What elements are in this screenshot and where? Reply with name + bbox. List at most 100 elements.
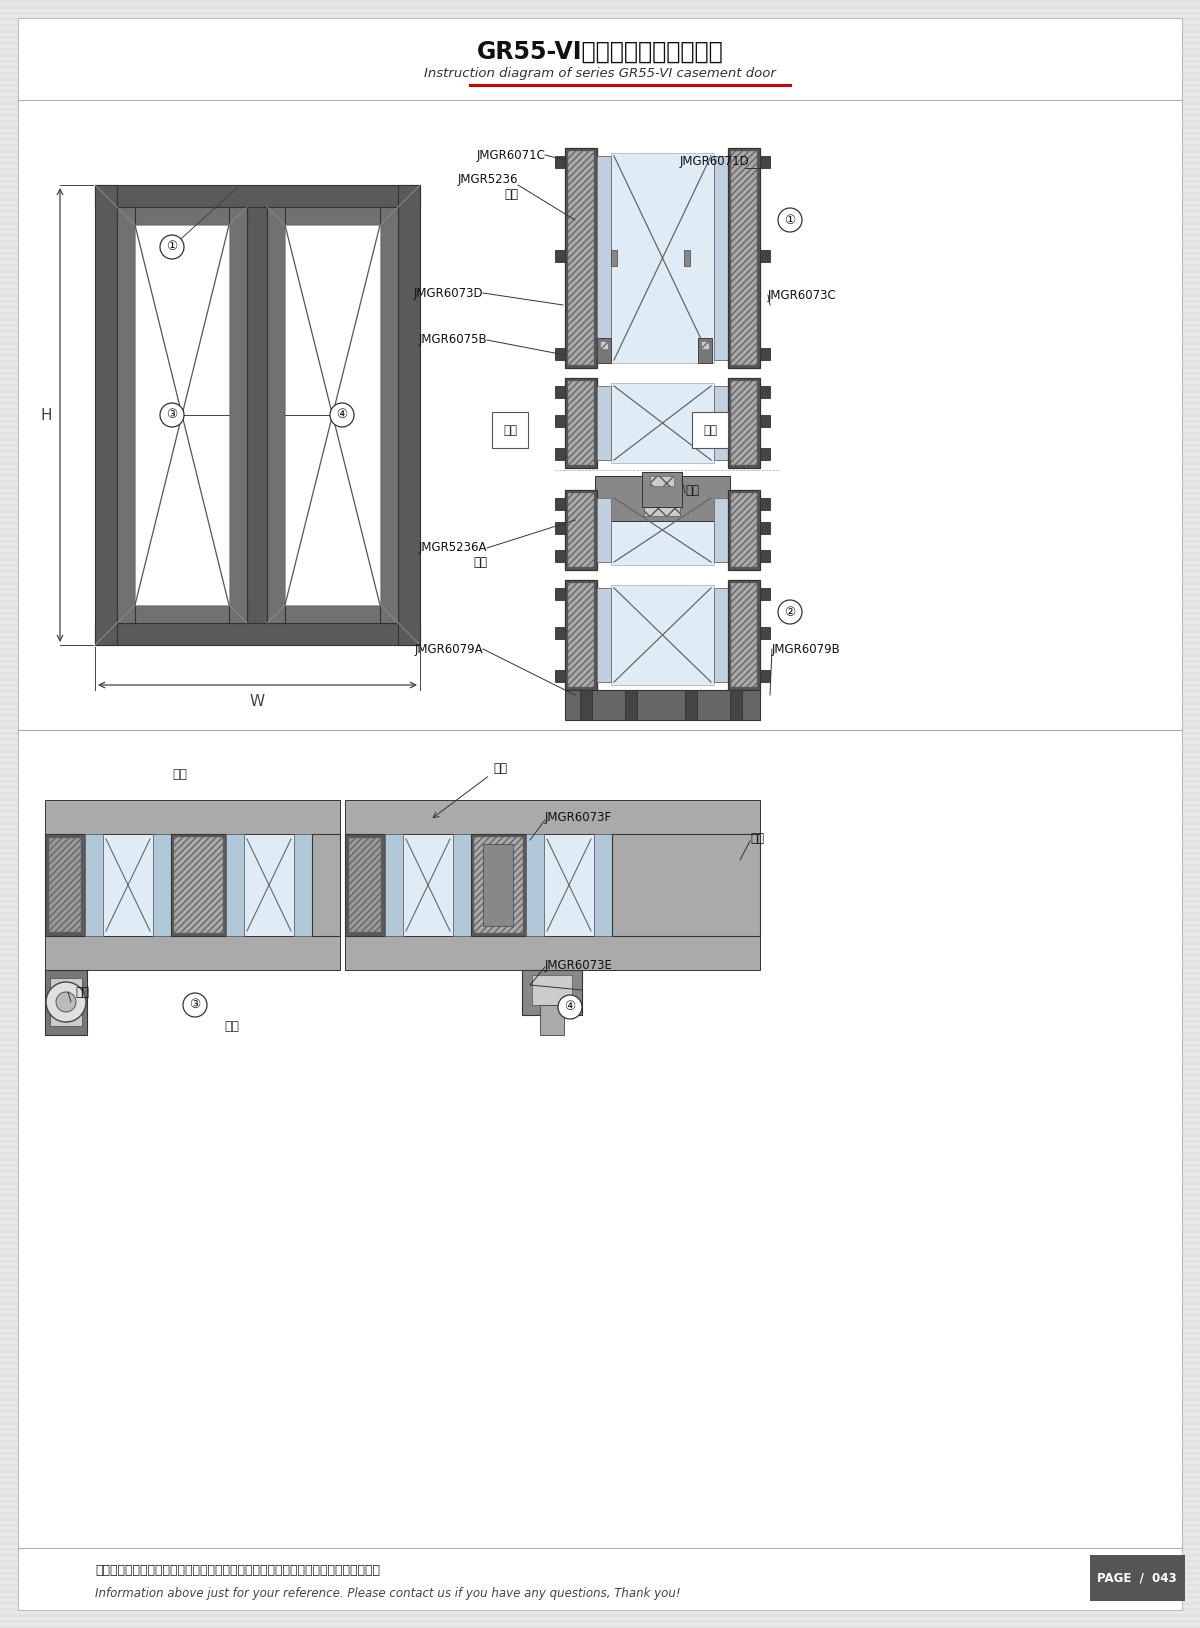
Bar	[266, 207, 286, 624]
Bar	[0, 1591, 1200, 1594]
Bar	[0, 1182, 1200, 1185]
Bar	[0, 295, 1200, 296]
Bar	[0, 1410, 1200, 1413]
Bar	[0, 330, 1200, 334]
Bar	[0, 1044, 1200, 1047]
Circle shape	[330, 404, 354, 427]
Text: JMGR5236A: JMGR5236A	[419, 542, 487, 555]
Bar	[0, 737, 1200, 741]
Bar	[0, 1613, 1200, 1617]
Bar	[0, 163, 1200, 164]
Bar	[0, 1164, 1200, 1167]
Bar	[0, 1470, 1200, 1473]
Text: 室外: 室外	[703, 423, 718, 436]
Bar	[714, 386, 728, 461]
Bar	[0, 199, 1200, 200]
Bar	[554, 671, 565, 682]
Bar	[0, 204, 1200, 207]
Bar	[0, 85, 1200, 86]
Bar	[474, 837, 523, 933]
Bar	[0, 449, 1200, 453]
Bar	[0, 317, 1200, 321]
Bar	[0, 1097, 1200, 1101]
Bar	[95, 186, 420, 207]
Bar	[730, 690, 742, 720]
Bar	[0, 791, 1200, 794]
Bar	[0, 563, 1200, 567]
Bar	[95, 624, 420, 645]
Bar	[0, 630, 1200, 633]
Bar	[580, 690, 592, 720]
Bar	[0, 762, 1200, 765]
Bar	[0, 1374, 1200, 1377]
Bar	[0, 103, 1200, 104]
Bar	[0, 78, 1200, 81]
Bar	[154, 834, 172, 936]
Bar	[0, 887, 1200, 891]
Bar	[0, 829, 1200, 830]
Bar	[0, 270, 1200, 274]
Bar	[470, 834, 526, 936]
Bar	[522, 970, 582, 1014]
Bar	[0, 1320, 1200, 1324]
Bar	[0, 60, 1200, 63]
Bar	[565, 580, 598, 690]
Bar	[568, 151, 594, 365]
Bar	[544, 834, 594, 936]
Text: JMGR6071C: JMGR6071C	[476, 148, 545, 161]
Text: ③: ③	[167, 409, 178, 422]
Text: JMGR6073F: JMGR6073F	[545, 811, 612, 824]
Bar	[526, 834, 544, 936]
Bar	[568, 493, 594, 567]
Text: Information above just for your reference. Please contact us if you have any que: Information above just for your referenc…	[95, 1587, 680, 1599]
Bar	[0, 1595, 1200, 1599]
Bar	[0, 552, 1200, 555]
Bar	[0, 894, 1200, 897]
Bar	[0, 672, 1200, 676]
Bar	[0, 498, 1200, 501]
Bar	[0, 24, 1200, 28]
Bar	[0, 1464, 1200, 1467]
Bar	[0, 246, 1200, 249]
Bar	[0, 1278, 1200, 1281]
Bar	[0, 54, 1200, 57]
Bar	[0, 751, 1200, 754]
Bar	[595, 475, 730, 521]
Bar	[346, 936, 760, 970]
Bar	[554, 588, 565, 601]
Circle shape	[558, 995, 582, 1019]
Bar	[598, 498, 611, 562]
Bar	[349, 838, 382, 931]
Bar	[0, 29, 1200, 33]
Bar	[0, 168, 1200, 171]
Bar	[0, 143, 1200, 147]
Bar	[0, 1385, 1200, 1389]
Bar	[0, 822, 1200, 825]
Bar	[0, 1260, 1200, 1263]
Bar	[0, 606, 1200, 609]
Bar	[0, 773, 1200, 777]
Bar	[0, 252, 1200, 256]
Bar	[0, 1530, 1200, 1534]
Text: 室内: 室内	[173, 768, 187, 781]
Bar	[0, 492, 1200, 495]
Bar	[598, 386, 611, 461]
Bar	[0, 690, 1200, 694]
Bar	[0, 1267, 1200, 1268]
Bar	[0, 1584, 1200, 1587]
Bar	[0, 666, 1200, 669]
Bar	[0, 277, 1200, 278]
Bar	[0, 1175, 1200, 1179]
Bar	[0, 107, 1200, 111]
Bar	[0, 1193, 1200, 1197]
Bar	[0, 1188, 1200, 1192]
Bar	[0, 396, 1200, 399]
Bar	[0, 1224, 1200, 1228]
Bar	[728, 580, 760, 690]
Bar	[0, 1218, 1200, 1221]
Bar	[294, 834, 312, 936]
Text: 合页: 合页	[74, 985, 89, 998]
Bar	[611, 383, 714, 462]
Bar	[0, 864, 1200, 868]
Bar	[0, 420, 1200, 423]
